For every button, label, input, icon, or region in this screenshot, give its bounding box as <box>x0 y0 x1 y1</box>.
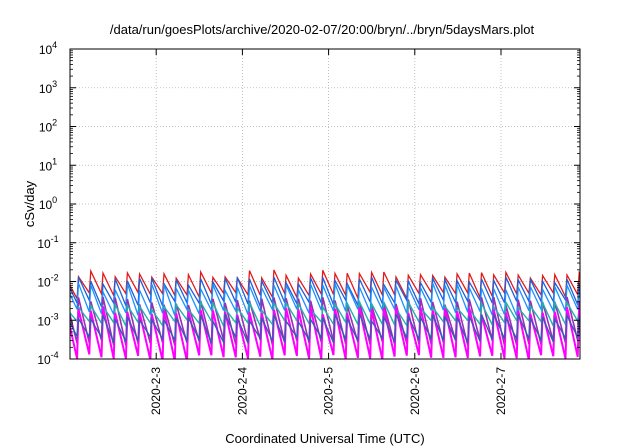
y-tick-label: 102 <box>39 118 57 135</box>
x-axis-label: Coordinated Universal Time (UTC) <box>225 431 424 446</box>
y-tick-label: 101 <box>39 156 57 173</box>
y-tick-label: 100 <box>39 195 57 212</box>
x-tick-label: 2020-2-7 <box>494 367 508 415</box>
y-tick-label: 10-3 <box>37 311 58 328</box>
x-tick-label: 2020-2-6 <box>408 367 422 415</box>
series-line <box>70 313 580 345</box>
y-tick-label: 10-1 <box>37 234 58 251</box>
axes: 10-4 10-3 10-2 10-1 100 101 102 103 104 2020-2-3 2… <box>37 40 580 415</box>
series-line <box>70 283 580 317</box>
y-axis-label: cSv/day <box>22 180 37 227</box>
x-tick-label: 2020-2-5 <box>322 367 336 415</box>
y-tick-label: 104 <box>39 40 57 57</box>
y-tick-label: 10-2 <box>37 273 58 290</box>
x-tick-label: 2020-2-3 <box>149 367 163 415</box>
x-tick-label: 2020-2-4 <box>235 367 249 415</box>
chart-title: /data/run/goesPlots/archive/2020-02-07/2… <box>110 22 535 37</box>
plot-series <box>70 268 580 359</box>
y-tick-label: 103 <box>39 79 57 96</box>
y-tick-label: 10-4 <box>37 350 58 367</box>
